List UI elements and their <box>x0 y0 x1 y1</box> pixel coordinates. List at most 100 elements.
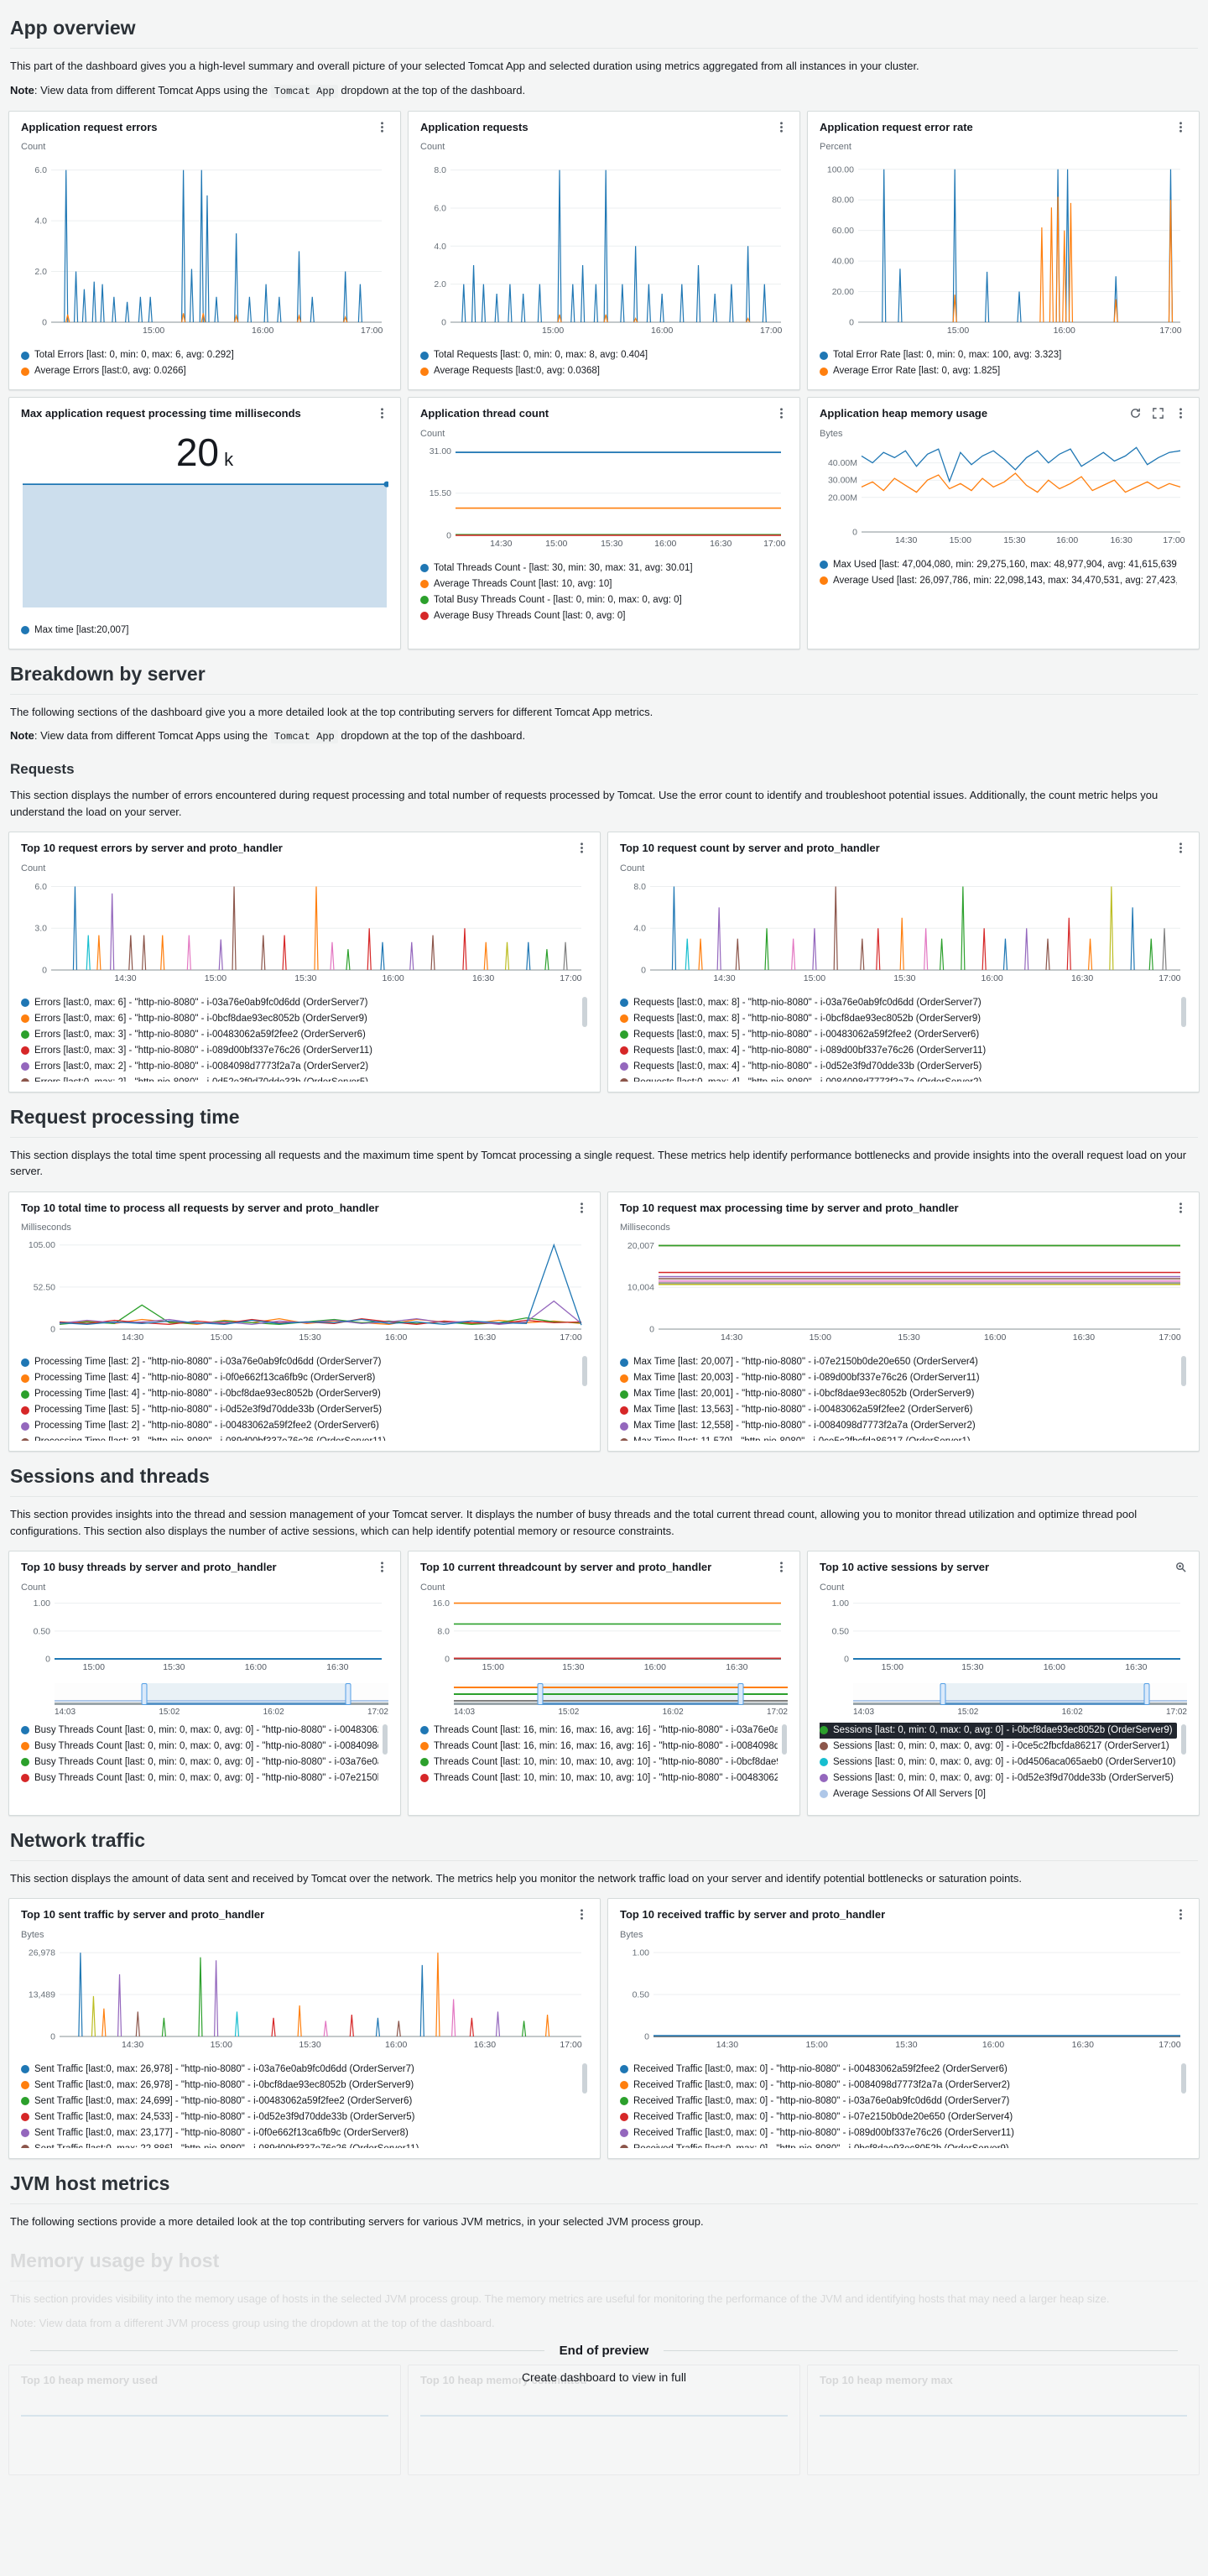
legend-item[interactable]: Threads Count [last: 10, min: 10, max: 1… <box>420 1755 778 1770</box>
brush-handle[interactable] <box>737 1682 744 1705</box>
chart-plot[interactable]: 16.0 8.0 0 15:00 15:30 16:00 16:30 <box>420 1595 788 1674</box>
legend-item[interactable]: Errors [last:0, max: 3] - "http-nio-8080… <box>21 1027 578 1043</box>
legend-item[interactable]: Processing Time [last: 2] - "http-nio-80… <box>21 1418 578 1434</box>
legend-item[interactable]: Received Traffic [last:0, max: 0] - "htt… <box>620 2141 1177 2148</box>
legend-item[interactable]: Max time [last:20,007] <box>21 623 378 639</box>
time-range-brush[interactable]: 14:03 15:02 16:02 17:02 <box>454 1682 788 1717</box>
chart-plot[interactable]: 1.00 0.50 0 15:00 15:30 16:00 16:30 <box>820 1595 1187 1674</box>
expand-icon[interactable] <box>1152 407 1164 420</box>
legend-item[interactable]: Processing Time [last: 3] - "http-nio-80… <box>21 1434 578 1442</box>
legend-item[interactable]: Received Traffic [last:0, max: 0] - "htt… <box>620 2109 1177 2125</box>
chart-plot[interactable]: 105.00 52.50 0 14:30 15:00 15:30 16:00 16:30 17:… <box>21 1235 588 1344</box>
legend-item[interactable]: Received Traffic [last:0, max: 0] - "htt… <box>620 2078 1177 2094</box>
legend-scrollbar[interactable] <box>1181 1723 1186 1755</box>
chart-plot[interactable]: 31.00 15.50 0 14:30 15:00 15:30 16:00 16:30 17:0… <box>420 441 788 550</box>
legend-item[interactable]: Total Error Rate [last: 0, min: 0, max: … <box>820 347 1177 363</box>
legend-item[interactable]: Sessions [last: 0, min: 0, max: 0, avg: … <box>820 1739 1177 1755</box>
chart-plot[interactable]: 1.00 0.50 0 14:30 15:00 15:30 16:00 16:30 17:00 <box>620 1942 1187 2052</box>
menu-icon[interactable] <box>376 1561 388 1573</box>
legend-item[interactable]: Busy Threads Count [last: 0, min: 0, max… <box>21 1723 378 1739</box>
legend-item[interactable]: Total Threads Count - [last: 30, min: 30… <box>420 561 778 576</box>
legend-item[interactable]: Sent Traffic [last:0, max: 24,699] - "ht… <box>21 2094 578 2109</box>
brush-handle[interactable] <box>345 1682 351 1705</box>
legend-item[interactable]: Processing Time [last: 2] - "http-nio-80… <box>21 1354 578 1370</box>
menu-icon[interactable] <box>1174 1908 1187 1921</box>
menu-icon[interactable] <box>775 1561 788 1573</box>
legend-item[interactable]: Sent Traffic [last:0, max: 26,978] - "ht… <box>21 2062 578 2078</box>
menu-icon[interactable] <box>1174 407 1187 420</box>
chart-plot[interactable] <box>21 475 390 613</box>
zoom-icon[interactable] <box>1174 1561 1187 1573</box>
legend-scrollbar[interactable] <box>582 2062 587 2094</box>
menu-icon[interactable] <box>1174 121 1187 133</box>
legend-item[interactable]: Processing Time [last: 4] - "http-nio-80… <box>21 1386 578 1402</box>
chart-plot[interactable]: 40.00M 30.00M 20.00M 0 14:30 15:00 15:30 16:00 1… <box>820 441 1187 547</box>
legend-item[interactable]: Errors [last:0, max: 2] - "http-nio-8080… <box>21 1059 578 1075</box>
legend-item[interactable]: Threads Count [last: 10, min: 10, max: 1… <box>420 1770 778 1786</box>
legend-item[interactable]: Total Busy Threads Count - [last: 0, min… <box>420 592 778 608</box>
legend-item[interactable]: Sent Traffic [last:0, max: 23,177] - "ht… <box>21 2125 578 2141</box>
legend-scrollbar[interactable] <box>582 996 587 1027</box>
legend-scrollbar[interactable] <box>383 1723 388 1755</box>
legend-item[interactable]: Max Time [last: 13,563] - "http-nio-8080… <box>620 1402 1177 1418</box>
chart-plot[interactable]: 6.0 4.0 2.0 0 15:00 16:00 17:00 <box>21 154 388 337</box>
menu-icon[interactable] <box>1174 1202 1187 1214</box>
menu-icon[interactable] <box>575 1908 588 1921</box>
legend-item[interactable]: Threads Count [last: 16, min: 16, max: 1… <box>420 1739 778 1755</box>
menu-icon[interactable] <box>575 1202 588 1214</box>
legend-item[interactable]: Threads Count [last: 16, min: 16, max: 1… <box>420 1723 778 1739</box>
legend-scrollbar[interactable] <box>1181 1356 1186 1387</box>
brush-handle[interactable] <box>1143 1682 1150 1705</box>
legend-item[interactable]: Max Time [last: 11,570] - "http-nio-8080… <box>620 1434 1177 1442</box>
legend-scrollbar[interactable] <box>582 1356 587 1387</box>
chart-plot[interactable]: 20,007 10,004 0 14:30 15:00 15:30 16:00 16:30 17… <box>620 1235 1187 1344</box>
legend-item[interactable]: Errors [last:0, max: 6] - "http-nio-8080… <box>21 995 578 1011</box>
refresh-icon[interactable] <box>1129 407 1142 420</box>
legend-item[interactable]: Requests [last:0, max: 4] - "http-nio-80… <box>620 1059 1177 1075</box>
chart-plot[interactable]: 100.00 80.00 60.00 40.00 20.00 0 15:00 16:00 17:… <box>820 154 1187 337</box>
legend-item[interactable]: Requests [last:0, max: 5] - "http-nio-80… <box>620 1027 1177 1043</box>
legend-item[interactable]: Total Requests [last: 0, min: 0, max: 8,… <box>420 347 778 363</box>
legend-item[interactable]: Received Traffic [last:0, max: 0] - "htt… <box>620 2062 1177 2078</box>
legend-item[interactable]: Errors [last:0, max: 6] - "http-nio-8080… <box>21 1011 578 1027</box>
legend-item[interactable]: Sent Traffic [last:0, max: 24,533] - "ht… <box>21 2109 578 2125</box>
chart-plot[interactable]: 26,978 13,489 0 14:30 15:00 15:30 16:00 16:30 17… <box>21 1942 588 2052</box>
time-range-brush[interactable]: 14:03 15:02 16:02 17:02 <box>55 1682 388 1717</box>
legend-item[interactable]: Average Error Rate [last: 0, avg: 1.825] <box>820 363 1177 379</box>
legend-item[interactable]: Max Time [last: 12,558] - "http-nio-8080… <box>620 1418 1177 1434</box>
time-range-brush[interactable]: 14:03 15:02 16:02 17:02 <box>853 1682 1187 1717</box>
legend-item[interactable]: Max Time [last: 20,001] - "http-nio-8080… <box>620 1386 1177 1402</box>
legend-item[interactable]: Processing Time [last: 5] - "http-nio-80… <box>21 1402 578 1418</box>
legend-scrollbar[interactable] <box>782 1723 787 1755</box>
legend-item[interactable]: Average Threads Count [last: 10, avg: 10… <box>420 576 778 592</box>
legend-item[interactable]: Requests [last:0, max: 8] - "http-nio-80… <box>620 1011 1177 1027</box>
legend-scrollbar[interactable] <box>1181 2062 1186 2094</box>
legend-item[interactable]: Processing Time [last: 4] - "http-nio-80… <box>21 1370 578 1386</box>
chart-plot[interactable]: 8.0 4.0 0 14:30 15:00 15:30 16:00 16:30 17:00 <box>620 876 1187 985</box>
menu-icon[interactable] <box>775 407 788 420</box>
brush-handle[interactable] <box>537 1682 544 1705</box>
legend-item[interactable]: Max Used [last: 47,004,080, min: 29,275,… <box>820 557 1177 573</box>
legend-item[interactable]: Busy Threads Count [last: 0, min: 0, max… <box>21 1770 378 1786</box>
chart-plot[interactable]: 8.0 6.0 4.0 2.0 0 15:00 16:00 17:00 <box>420 154 788 337</box>
chart-plot[interactable]: 1.00 0.50 0 15:00 15:30 16:00 16:30 <box>21 1595 388 1674</box>
legend-item[interactable]: Max Time [last: 20,007] - "http-nio-8080… <box>620 1354 1177 1370</box>
legend-item[interactable]: Sessions [last: 0, min: 0, max: 0, avg: … <box>820 1755 1177 1770</box>
legend-item[interactable]: Errors [last:0, max: 2] - "http-nio-8080… <box>21 1075 578 1082</box>
create-dashboard-cta[interactable]: Create dashboard to view in full <box>521 2370 687 2385</box>
legend-item[interactable]: Busy Threads Count [last: 0, min: 0, max… <box>21 1739 378 1755</box>
legend-item[interactable]: Received Traffic [last:0, max: 0] - "htt… <box>620 2125 1177 2141</box>
menu-icon[interactable] <box>1174 842 1187 854</box>
legend-item[interactable]: Max Time [last: 20,003] - "http-nio-8080… <box>620 1370 1177 1386</box>
menu-icon[interactable] <box>376 407 388 420</box>
legend-item[interactable]: Sent Traffic [last:0, max: 26,978] - "ht… <box>21 2078 578 2094</box>
legend-item[interactable]: Total Errors [last: 0, min: 0, max: 6, a… <box>21 347 378 363</box>
legend-item[interactable]: Received Traffic [last:0, max: 0] - "htt… <box>620 2094 1177 2109</box>
legend-item[interactable]: Average Sessions Of All Servers [0] <box>820 1786 1177 1802</box>
legend-item[interactable]: Sessions [last: 0, min: 0, max: 0, avg: … <box>820 1722 1177 1739</box>
legend-item[interactable]: Errors [last:0, max: 3] - "http-nio-8080… <box>21 1043 578 1059</box>
legend-item[interactable]: Average Used [last: 26,097,786, min: 22,… <box>820 573 1177 589</box>
legend-item[interactable]: Average Errors [last:0, avg: 0.0266] <box>21 363 378 379</box>
legend-scrollbar[interactable] <box>1181 996 1186 1027</box>
menu-icon[interactable] <box>775 121 788 133</box>
